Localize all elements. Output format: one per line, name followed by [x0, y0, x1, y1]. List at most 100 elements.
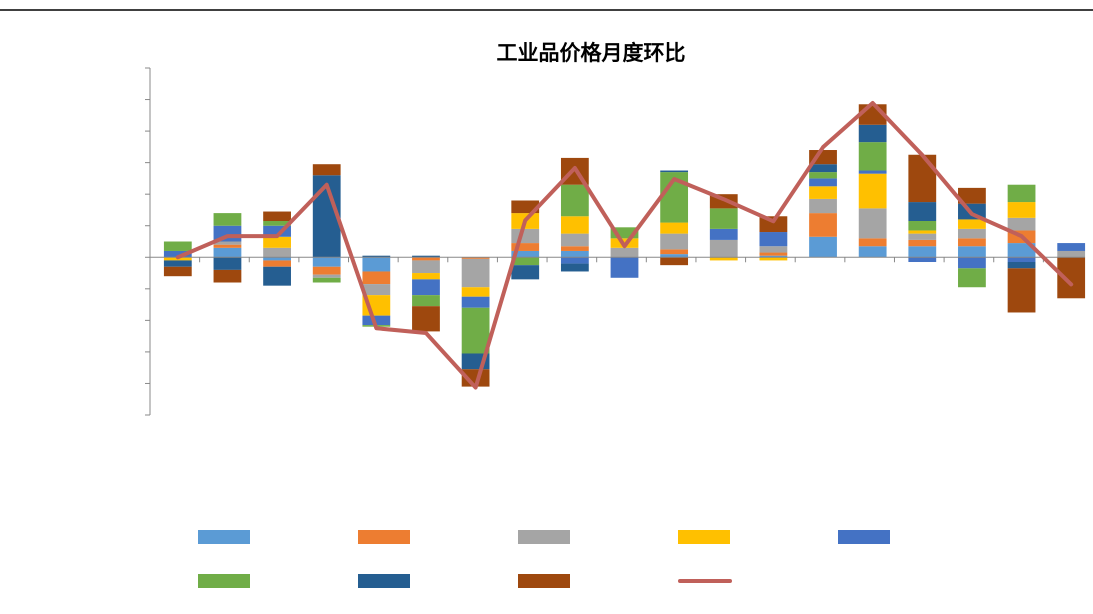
bar-segment: [263, 257, 291, 261]
line-series: [175, 101, 1074, 390]
bar-segment: [858, 173, 887, 209]
bar-segment: [709, 208, 738, 229]
legend-swatch: [198, 530, 250, 544]
legend-swatch: [358, 530, 410, 544]
bar-segment: [709, 257, 738, 261]
bar-segment: [908, 239, 937, 247]
bar-segment: [908, 230, 937, 234]
bar-segment: [461, 257, 490, 259]
bar-segment: [560, 233, 589, 247]
bar-segment: [412, 255, 440, 258]
bar-segment: [610, 247, 639, 258]
bar-segment: [1007, 262, 1036, 269]
bar-segment: [1057, 243, 1086, 251]
bar-segment: [163, 241, 192, 251]
bar-segment: [610, 227, 639, 239]
bar-segment: [759, 232, 788, 247]
bar-segment: [213, 257, 242, 270]
bar-segment: [660, 254, 689, 258]
bar-segment: [660, 222, 689, 234]
bar-segment: [362, 257, 391, 272]
bar-segment: [461, 287, 490, 297]
bar-segment: [958, 246, 986, 258]
bar-segment: [759, 252, 788, 256]
bar-segment: [560, 257, 589, 264]
bar-segment: [809, 178, 837, 187]
bar-segment: [958, 187, 986, 204]
bar-segment: [809, 213, 837, 237]
bar-segment: [958, 228, 986, 239]
bar-segment: [1007, 243, 1036, 258]
bar-segment: [660, 170, 689, 173]
chart-title: 工业品价格月度环比: [497, 41, 686, 65]
bar-segment: [1007, 202, 1036, 218]
bar-segment: [511, 265, 540, 280]
bar-segment: [511, 200, 540, 214]
bar-segment: [610, 257, 639, 278]
bar-segment: [1007, 268, 1036, 313]
bar-segment: [312, 257, 341, 267]
legend-swatch: [358, 574, 410, 588]
bar-segment: [461, 296, 490, 308]
bar-segment: [958, 238, 986, 247]
bar-segment: [908, 257, 937, 263]
bar-segment: [1007, 257, 1036, 263]
bar-segment: [511, 228, 540, 244]
bar-segment: [412, 306, 440, 332]
legend-swatch: [198, 574, 250, 588]
bar-segment: [412, 295, 440, 307]
bar-segment: [560, 250, 589, 258]
bar-segment: [560, 216, 589, 234]
bar-segment: [560, 184, 589, 217]
bar-segment: [412, 273, 440, 280]
bar-segment: [163, 250, 192, 258]
bar-segment: [263, 260, 291, 267]
bar-segment: [809, 186, 837, 199]
bar-segment: [263, 247, 291, 258]
bar-segment: [958, 257, 986, 269]
bar-segment: [858, 238, 887, 247]
bar-segment: [213, 247, 242, 258]
bar-segment: [1007, 184, 1036, 203]
bar-segment: [362, 284, 391, 296]
bar-segment: [362, 271, 391, 285]
bar-segment: [660, 249, 689, 255]
bar-segment: [560, 246, 589, 251]
bar-segment: [362, 315, 391, 326]
bar-segment: [461, 258, 490, 288]
bar-segment: [809, 164, 837, 173]
bar-segment: [759, 257, 788, 261]
bar-segment: [858, 208, 887, 239]
bar-segment: [908, 246, 937, 258]
legend-swatch: [518, 574, 570, 588]
bar-segment: [809, 236, 837, 258]
bar-segment: [461, 307, 490, 354]
bar-segment: [809, 198, 837, 214]
bar-segment: [1057, 257, 1086, 299]
bar-segment: [163, 266, 192, 277]
legend-swatch: [678, 530, 730, 544]
bar-segment: [958, 219, 986, 229]
bar-segment: [412, 257, 440, 261]
bar-segment: [660, 233, 689, 250]
bar-segment: [213, 241, 242, 245]
bar-segment: [312, 266, 341, 275]
bar-segment: [263, 220, 291, 226]
bar-segment: [809, 172, 837, 179]
bar-segment: [263, 225, 291, 237]
bar-segment: [759, 246, 788, 253]
bar-segment: [1007, 217, 1036, 231]
bar-segment: [759, 255, 788, 258]
bar-segment: [709, 228, 738, 240]
bar-segment: [958, 268, 986, 288]
bar-segment: [858, 124, 887, 143]
bar-segment: [213, 269, 242, 283]
bar-segment: [908, 154, 937, 203]
bar-segment: [858, 142, 887, 171]
bar-segment: [213, 213, 242, 226]
bar-segment: [263, 211, 291, 221]
bar-segment: [412, 279, 440, 296]
bar-segment: [511, 250, 540, 258]
bar-segment: [908, 202, 937, 221]
